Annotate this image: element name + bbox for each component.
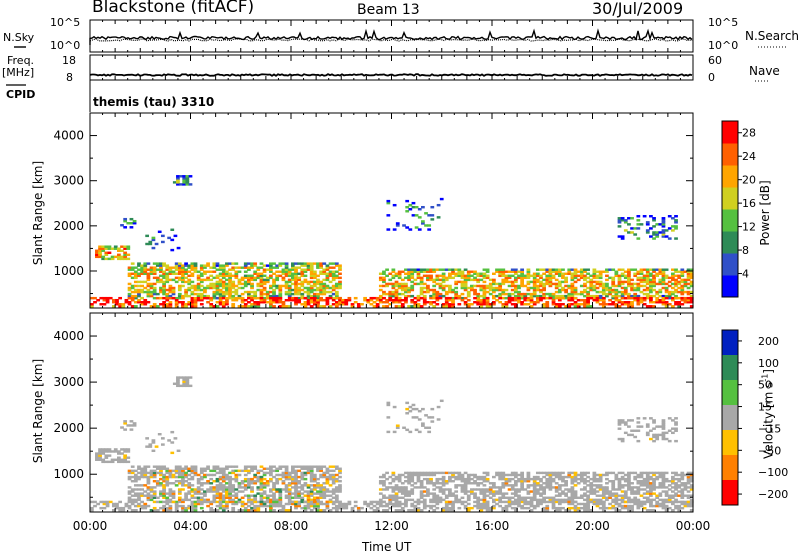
velocity-colorbar-segment — [722, 430, 738, 456]
velocity-scatter — [90, 376, 694, 512]
nsearch-tick-low: 10^0 — [708, 39, 738, 52]
range-tick-label: 3000 — [53, 375, 84, 389]
power-colorbar-label: 12 — [742, 221, 756, 234]
time-tick-label: 00:00 — [73, 519, 108, 533]
power-colorbar-segment — [722, 165, 738, 188]
range-tick-label: 4000 — [53, 129, 84, 143]
freq-tick-low: 8 — [66, 71, 73, 84]
power-colorbar-frame — [721, 120, 739, 298]
nave-tick-high: 60 — [708, 54, 722, 67]
nsky-tick-high: 10^5 — [50, 16, 80, 29]
nave-tick-low: 0 — [708, 71, 715, 84]
power-colorbar-label: 4 — [742, 268, 749, 281]
search-noise-line — [89, 38, 694, 42]
beam-title: Beam 13 — [357, 2, 420, 18]
cpid-label: CPID — [6, 88, 36, 101]
velocity-colorbar-label: 15 — [758, 401, 772, 414]
power-colorbar-segment — [722, 253, 738, 276]
time-tick-label: 20:00 — [575, 519, 610, 533]
velocity-colorbar-segment — [722, 405, 738, 431]
freq-label: Freq. — [7, 54, 35, 67]
velocity-colorbar-label: 200 — [758, 335, 779, 348]
power-colorbar-label: 8 — [742, 244, 749, 257]
velocity-colorbar-frame — [721, 329, 739, 506]
time-tick-label: 16:00 — [475, 519, 510, 533]
nsky-tick-low: 10^0 — [50, 39, 80, 52]
nsky-label: N.Sky — [3, 31, 35, 44]
cpid-text: themis (tau) 3310 — [93, 95, 215, 109]
power-colorbar-segment — [722, 209, 738, 232]
velocity-colorbar-label: −200 — [758, 488, 788, 501]
range-tick-label: 4000 — [53, 329, 84, 343]
time-tick-label: 12:00 — [374, 519, 409, 533]
range-tick-label: 1000 — [53, 264, 84, 278]
velocity-colorbar-segment — [722, 355, 738, 381]
power-colorbar-label: 24 — [742, 150, 756, 163]
power-colorbar-segment — [722, 121, 738, 144]
range-tick-label: 2000 — [53, 219, 84, 233]
power-colorbar-segment — [722, 143, 738, 166]
velocity-colorbar-label: −50 — [758, 444, 781, 457]
velocity-colorbar-segment — [722, 455, 738, 481]
power-colorbar-label: 20 — [742, 174, 756, 187]
sky-noise-line — [89, 28, 693, 45]
velocity-colorbar-label: 100 — [758, 357, 779, 370]
power-colorbar-segment — [722, 187, 738, 210]
freq-tick-high: 18 — [62, 54, 76, 67]
range-tick-label: 2000 — [53, 421, 84, 435]
power-colorbar-segment — [722, 275, 738, 298]
power-colorbar-label: 28 — [742, 127, 756, 140]
freq-unit-label: [MHz] — [2, 66, 35, 79]
nsearch-label: N.Search — [745, 29, 800, 43]
station-title: Blackstone (fitACF) — [92, 0, 255, 17]
power-scatter — [90, 175, 694, 308]
nave-label: Nave — [749, 64, 780, 78]
nsearch-tick-high: 10^5 — [708, 16, 738, 29]
velocity-colorbar-label: −15 — [758, 422, 781, 435]
time-tick-label: 08:00 — [274, 519, 309, 533]
velocity-colorbar-segment — [722, 380, 738, 406]
velocity-colorbar-label: 50 — [758, 379, 772, 392]
time-tick-label: 04:00 — [173, 519, 208, 533]
range-tick-label: 3000 — [53, 174, 84, 188]
date-title: 30/Jul/2009 — [592, 0, 684, 18]
velocity-colorbar-segment — [722, 330, 738, 356]
time-tick-label: 00:00 — [676, 519, 711, 533]
velocity-colorbar-segment — [722, 480, 738, 506]
power-colorbar-segment — [722, 231, 738, 254]
velocity-colorbar-label: −100 — [758, 466, 788, 479]
range-tick-label: 1000 — [53, 467, 84, 481]
power-colorbar-label: 16 — [742, 197, 756, 210]
time-xlabel: Time UT — [362, 540, 412, 554]
